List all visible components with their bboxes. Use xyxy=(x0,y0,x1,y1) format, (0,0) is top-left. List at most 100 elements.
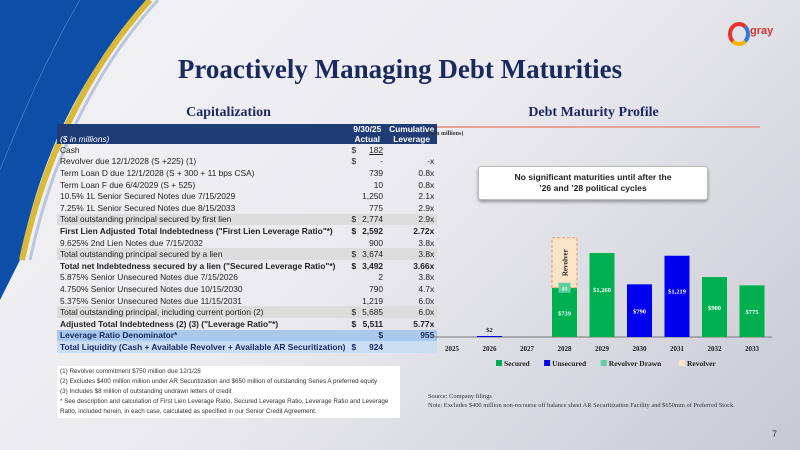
cell-dollar xyxy=(348,167,359,179)
cell-lev: 2.9x xyxy=(418,202,435,213)
cell-lev: 6.0x xyxy=(386,306,438,318)
cell-value: 790 xyxy=(369,283,384,294)
debt-maturity-chart: 2025 $2 2026 2027 Revolver $0 $739 2028 $1,260 20… xyxy=(433,237,772,368)
x-tick-label: 2026 xyxy=(483,345,498,353)
table-row: 4.750% Senior Unsecured Notes due 10/15/… xyxy=(57,283,437,295)
cell-value: 924 xyxy=(359,341,387,353)
data-label: $739 xyxy=(558,310,572,317)
decorative-swoosh xyxy=(0,0,160,300)
cell-label: Term Loan F due 6/4/2029 (S + 525) xyxy=(60,179,196,190)
cell-lev: -x xyxy=(427,156,435,167)
cell-label: 9.625% 2nd Lien Notes due 7/15/2032 xyxy=(60,237,203,248)
cell-lev xyxy=(386,341,438,353)
table-row: First Lien Adjusted Total Indebtedness (… xyxy=(57,225,437,237)
footnote: * See description and calculation of Fir… xyxy=(60,398,389,415)
legend-swatch xyxy=(496,360,502,366)
callout-box: No significant maturities until after th… xyxy=(478,166,708,200)
cell-lev: 3.8x xyxy=(418,237,435,248)
table-row: Term Loan F due 6/4/2029 (S + 525) 10 0.8x xyxy=(57,179,437,191)
x-tick-label: 2032 xyxy=(708,345,723,353)
chart-units: ($ in millions) xyxy=(428,131,464,137)
cell-label: Total outstanding principal secured by f… xyxy=(57,213,349,226)
bar-unsecured-2026 xyxy=(477,336,502,337)
cell-value: 2,592 xyxy=(362,225,384,236)
cell-value: $ xyxy=(359,329,387,342)
cell-value: 5,685 xyxy=(359,306,387,318)
data-label: $790 xyxy=(633,309,646,316)
cell-label: Term Loan D due 12/1/2028 (S + 300 + 11 … xyxy=(60,167,255,178)
x-tick-label: 2028 xyxy=(558,345,573,353)
cell-value: 2,774 xyxy=(359,213,387,226)
cell-label: 7.25% 1L Senior Secured Notes due 8/15/2… xyxy=(60,202,236,213)
cell-value: 3,492 xyxy=(362,260,384,271)
maturity-heading: Debt Maturity Profile xyxy=(528,105,659,120)
x-tick-label: 2030 xyxy=(633,345,648,353)
table-row: Cash $182 xyxy=(57,144,437,156)
cell-dollar: $ xyxy=(351,144,357,155)
cell-value: 5,511 xyxy=(362,318,384,329)
legend-swatch xyxy=(544,360,551,366)
cell-label: 10.5% 1L Senior Secured Notes due 7/15/2… xyxy=(60,191,236,202)
page-title: Proactively Managing Debt Maturities xyxy=(177,54,623,84)
cell-lev: 2.9x xyxy=(386,213,438,226)
cell-dollar xyxy=(348,202,359,214)
cell-value: 775 xyxy=(369,202,384,213)
data-label: $2 xyxy=(486,327,493,334)
x-tick-label: 2031 xyxy=(670,345,685,353)
cell-dollar: $ xyxy=(348,341,360,353)
legend-swatch xyxy=(600,360,607,366)
legend-item: Revolver xyxy=(687,359,716,368)
cell-dollar xyxy=(348,272,359,284)
bar-revolver-2028 xyxy=(551,237,578,289)
cell-label: Total Liquidity (Cash + Available Revolv… xyxy=(57,341,349,353)
table-row: 10.5% 1L Senior Secured Notes due 7/15/2… xyxy=(57,190,437,202)
cell-label: 4.750% Senior Unsecured Notes due 10/15/… xyxy=(60,283,243,294)
cell-dollar: $ xyxy=(348,248,360,260)
cell-lev: 2.72x xyxy=(413,225,435,236)
col-actual-header: 9/30/25 Actual xyxy=(348,124,387,144)
legend-item: Secured xyxy=(504,359,531,368)
cell-lev: 4.7x xyxy=(418,283,435,294)
revolver-drawn-marker xyxy=(558,282,571,293)
legend-item: Unsecured xyxy=(552,359,587,368)
cell-lev: 2.1x xyxy=(418,191,435,202)
cell-dollar: $ xyxy=(351,156,357,167)
legend-item: Revolver Drawn xyxy=(609,359,662,368)
table-row: Total outstanding principal secured by a… xyxy=(57,248,438,260)
heading-divider xyxy=(427,126,760,128)
cell-dollar xyxy=(348,283,359,295)
cell-label: 5.875% Senior Unsecured Notes due 7/15/2… xyxy=(60,272,238,283)
cell-label: Adjusted Total Indebtedness (2) (3) ("Le… xyxy=(60,318,279,329)
bar-secured-2028 xyxy=(552,287,577,337)
cell-value: - xyxy=(380,156,384,167)
data-label: $1,260 xyxy=(593,287,611,294)
page-number: 7 xyxy=(772,429,778,439)
cell-lev: 3.8x xyxy=(386,248,438,260)
data-label: $775 xyxy=(746,309,760,316)
footnote: (2) Excludes $400 million million under … xyxy=(60,378,378,385)
cell-lev: 0.8x xyxy=(418,179,435,190)
cell-label: Total outstanding principal, including c… xyxy=(57,306,349,318)
bar-secured-2029 xyxy=(589,253,615,337)
x-tick-label: 2033 xyxy=(745,345,760,353)
table-row: Term Loan D due 12/1/2028 (S + 300 + 11 … xyxy=(57,167,437,179)
cell-lev: 6.0x xyxy=(418,295,435,306)
footnote: (3) Includes $8 million of outstanding u… xyxy=(60,388,232,395)
capitalization-table: ($ in millions) 9/30/25 Actual Cumulative… xyxy=(57,124,438,353)
cell-label: 5.375% Senior Unsecured Notes due 11/15/… xyxy=(60,295,242,306)
cell-dollar xyxy=(348,329,360,342)
cell-value: 10 xyxy=(373,179,384,190)
table-row: Adjusted Total Indebtedness (2) (3) ("Le… xyxy=(57,318,437,330)
cell-value: 1,219 xyxy=(362,295,384,306)
cell-label: First Lien Adjusted Total Indebtedness (… xyxy=(60,225,333,236)
cell-lev: 0.8x xyxy=(418,167,435,178)
cell-label: Leverage Ratio Denominator* xyxy=(57,329,349,342)
table-row: Total net Indebtedness secured by a lien… xyxy=(57,260,437,272)
x-tick-label: 2029 xyxy=(595,345,610,353)
x-tick-label: 2025 xyxy=(445,345,460,353)
capitalization-heading: Capitalization xyxy=(186,105,271,120)
leverage-denominator-row: Leverage Ratio Denominator* $955 xyxy=(57,329,438,342)
cell-value: 2 xyxy=(378,272,384,283)
table-row: 5.875% Senior Unsecured Notes due 7/15/2… xyxy=(57,272,437,284)
legend-swatch xyxy=(679,360,685,366)
